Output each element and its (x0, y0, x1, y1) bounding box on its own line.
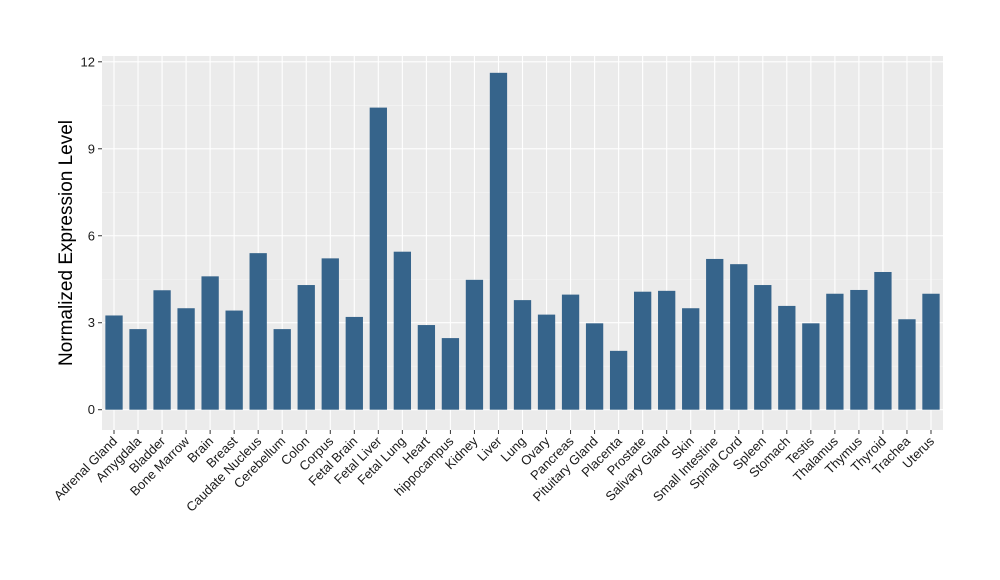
bar-salivary-gland (658, 290, 676, 410)
y-tick-label: 12 (81, 54, 95, 69)
y-tick-label: 3 (88, 315, 95, 330)
y-tick-label: 0 (88, 402, 95, 417)
bar-spleen (754, 285, 772, 410)
bar-fetal-liver (369, 107, 387, 410)
y-axis: 0 3 6 9 12 (81, 54, 102, 417)
bar-ovary (537, 314, 556, 410)
bar-thalamus (826, 293, 844, 410)
y-tick-label: 9 (88, 141, 95, 156)
bar-pancreas (561, 294, 580, 410)
bar-spinal-cord (730, 264, 748, 410)
bar-colon (297, 285, 315, 410)
bar-trachea (898, 319, 916, 410)
bar-small-intestine (706, 258, 724, 410)
bar-fetal-brain (345, 316, 363, 410)
bar-uterus (922, 293, 940, 410)
bar-bladder (153, 290, 171, 410)
bar-kidney (465, 279, 484, 410)
bar-breast (225, 310, 243, 410)
bar-hippocampus (441, 338, 460, 410)
bar-placenta (609, 350, 628, 410)
bar-testis (802, 323, 820, 410)
bar-brain (201, 276, 219, 410)
bar-thymus (850, 289, 868, 410)
bar-thyroid (874, 271, 892, 410)
bar-skin (682, 308, 700, 410)
y-tick-label: 6 (88, 228, 95, 243)
bar-caudate-nucleus (249, 253, 267, 410)
bar-corpus (321, 258, 339, 410)
bar-cerebellum (273, 329, 291, 410)
bar-lung (513, 300, 532, 410)
bar-pituitary-gland (585, 323, 604, 410)
x-tick-label: Liver (474, 433, 505, 464)
bar-bone-marrow (177, 308, 195, 410)
bar-heart (417, 325, 436, 410)
bar-stomach (778, 305, 796, 410)
bar-liver (489, 72, 508, 410)
bars-group (105, 72, 940, 410)
bar-fetal-lung (393, 251, 412, 410)
bar-prostate (633, 291, 652, 410)
bar-amygdala (129, 329, 147, 410)
bar-adrenal-gland (105, 315, 123, 410)
y-axis-title: Normalized Expression Level (56, 120, 77, 366)
